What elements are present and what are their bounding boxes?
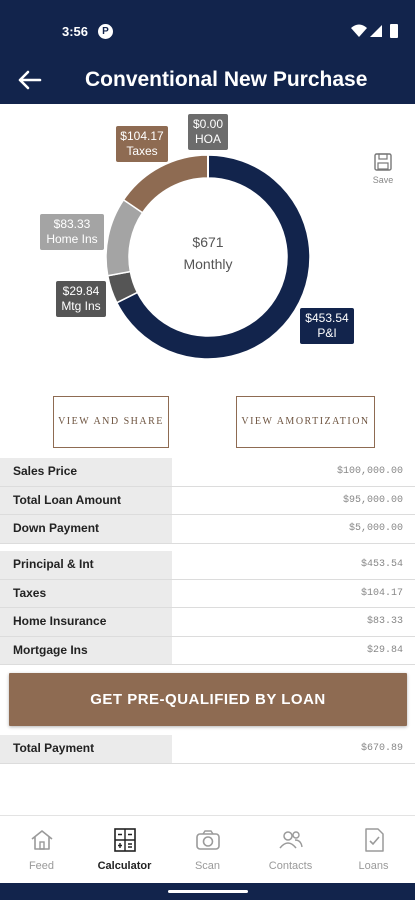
loan-summary-table: Sales Price $100,000.00 Total Loan Amoun… (0, 458, 415, 544)
app-bar: Conventional New Purchase (0, 56, 415, 104)
gesture-handle[interactable] (168, 890, 248, 893)
nav-feed[interactable]: Feed (0, 816, 83, 884)
bottom-navigation: Feed Calculator Scan Contacts (0, 815, 415, 883)
camera-icon (195, 830, 220, 850)
row-label: Total Loan Amount (0, 486, 172, 514)
donut-slice-home-ins (105, 198, 144, 277)
battery-icon (390, 24, 398, 38)
nav-calculator-label: Calculator (97, 860, 152, 872)
table-row: Principal & Int $453.54 (0, 551, 415, 580)
row-label: Home Insurance (0, 608, 172, 636)
status-bar: 3:56 P (0, 0, 415, 56)
slice-label-mtg-ins: $29.84 Mtg Ins (56, 281, 106, 317)
contacts-icon (278, 831, 303, 849)
nav-scan-label: Scan (194, 860, 221, 872)
system-gesture-bar (0, 883, 415, 900)
nav-loans[interactable]: Loans (332, 816, 415, 884)
get-pre-qualified-button[interactable]: GET PRE-QUALIFIED BY LOAN (9, 673, 407, 726)
hoa-name: HOA (194, 132, 221, 146)
total-label: Total Payment (0, 735, 172, 763)
donut-slice-taxes (122, 154, 209, 214)
donut-slice-p-i (115, 154, 311, 360)
nav-scan[interactable]: Scan (166, 816, 249, 884)
mtg-ins-name: Mtg Ins (61, 299, 101, 313)
row-label: Down Payment (0, 515, 172, 543)
row-value: $100,000.00 (336, 466, 403, 477)
app-notification-icon: P (98, 24, 113, 39)
save-button[interactable]: Save (368, 152, 398, 185)
calculator-icon (113, 828, 136, 852)
home-ins-amount: $83.33 (53, 217, 91, 231)
row-value: $29.84 (366, 644, 403, 656)
slice-label-pi: $453.54 P&I (300, 308, 354, 344)
monthly-amount: $671 (192, 234, 224, 250)
signal-icon (370, 25, 382, 37)
row-label: Principal & Int (0, 551, 172, 579)
arrow-left-icon (18, 70, 42, 90)
row-value: $83.33 (366, 616, 403, 627)
taxes-name: Taxes (126, 144, 158, 158)
slice-label-hoa: $0.00 HOA (188, 114, 228, 150)
wifi-icon (351, 24, 367, 37)
hoa-amount: $0.00 (192, 117, 224, 131)
table-row: Total Loan Amount $95,000.00 (0, 486, 415, 515)
payment-breakdown-table: Principal & Int $453.54 Taxes $104.17 Ho… (0, 551, 415, 665)
document-check-icon (364, 828, 384, 852)
page-title: Conventional New Purchase (85, 68, 368, 91)
taxes-amount: $104.17 (120, 129, 164, 143)
row-label: Sales Price (0, 458, 172, 486)
row-label: Taxes (0, 579, 172, 607)
donut-chart (105, 154, 311, 360)
row-value: $5,000.00 (348, 523, 403, 534)
nav-contacts[interactable]: Contacts (249, 816, 332, 884)
total-table: Total Payment $670.89 (0, 735, 415, 764)
status-time: 3:56 (62, 24, 89, 39)
status-icons (351, 24, 398, 38)
home-icon (31, 830, 52, 850)
pi-name: P&I (317, 326, 337, 340)
monthly-label: Monthly (183, 256, 233, 272)
payment-chart: $671 Monthly $104.17 Taxes $0.00 HOA $83… (0, 104, 415, 394)
save-icon (374, 153, 392, 171)
nav-feed-label: Feed (28, 860, 55, 872)
home-ins-name: Home Ins (46, 232, 98, 246)
row-label: Mortgage Ins (0, 636, 172, 664)
table-row: Total Payment $670.89 (0, 735, 415, 764)
view-amortization-button[interactable]: VIEW AMORTIZATION (236, 396, 375, 448)
table-row: Mortgage Ins $29.84 (0, 636, 415, 665)
slice-label-home-ins: $83.33 Home Ins (40, 214, 104, 250)
pi-amount: $453.54 (305, 311, 349, 325)
row-value: $95,000.00 (342, 494, 403, 506)
save-label: Save (372, 175, 394, 185)
table-row: Down Payment $5,000.00 (0, 515, 415, 544)
row-value: $104.17 (360, 587, 403, 599)
nav-contacts-label: Contacts (268, 860, 313, 872)
slice-label-taxes: $104.17 Taxes (116, 126, 168, 162)
nav-loans-label: Loans (358, 860, 389, 872)
mtg-ins-amount: $29.84 (62, 284, 100, 298)
row-value: $453.54 (360, 559, 403, 570)
table-row: Home Insurance $83.33 (0, 608, 415, 637)
total-value: $670.89 (360, 743, 403, 754)
nav-calculator[interactable]: Calculator (83, 816, 166, 884)
view-and-share-button[interactable]: VIEW AND SHARE (53, 396, 169, 448)
back-button[interactable] (16, 66, 46, 94)
table-row: Sales Price $100,000.00 (0, 458, 415, 487)
table-row: Taxes $104.17 (0, 579, 415, 608)
